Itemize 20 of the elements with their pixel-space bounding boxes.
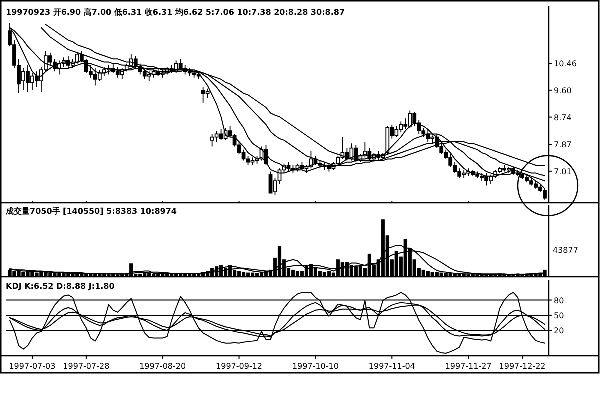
text: 43877 bbox=[553, 246, 578, 256]
y-tick-label: 10.46 bbox=[554, 60, 577, 69]
x-tick-label: 1997-10-10 bbox=[292, 362, 339, 371]
x-tick-label: 1997-11-27 bbox=[445, 362, 492, 371]
y-tick-label: 80 bbox=[554, 296, 564, 306]
y-tick-label: 9.60 bbox=[554, 86, 572, 96]
chart-title: 19970923 开6.90 高7.00 低6.31 收6.31 均6.62 5:7.06 10:7.38 20:8.28 30:8.87 bbox=[6, 7, 346, 17]
chart-title: 成交量7050手 [140550] 5:8383 10:8974 bbox=[5, 206, 178, 216]
x-tick-label: 1997-12-22 bbox=[499, 362, 546, 371]
y-tick-label: 20 bbox=[554, 326, 564, 336]
y-tick-label: 50 bbox=[554, 311, 564, 320]
chart-title: KDJ K:6.52 D:8.88 J:1.80 bbox=[6, 282, 116, 291]
x-tick-label: 1997-07-03 bbox=[9, 362, 56, 371]
y-tick-label: 7.87 bbox=[554, 140, 572, 150]
y-tick-label: 7.01 bbox=[554, 167, 572, 176]
x-tick-label: 1997-07-28 bbox=[63, 362, 110, 371]
x-tick-label: 1997-09-12 bbox=[216, 362, 263, 371]
x-tick-label: 1997-08-20 bbox=[140, 362, 186, 371]
x-tick-label: 1997-11-04 bbox=[368, 362, 416, 371]
y-tick-label: 8.74 bbox=[554, 113, 572, 122]
